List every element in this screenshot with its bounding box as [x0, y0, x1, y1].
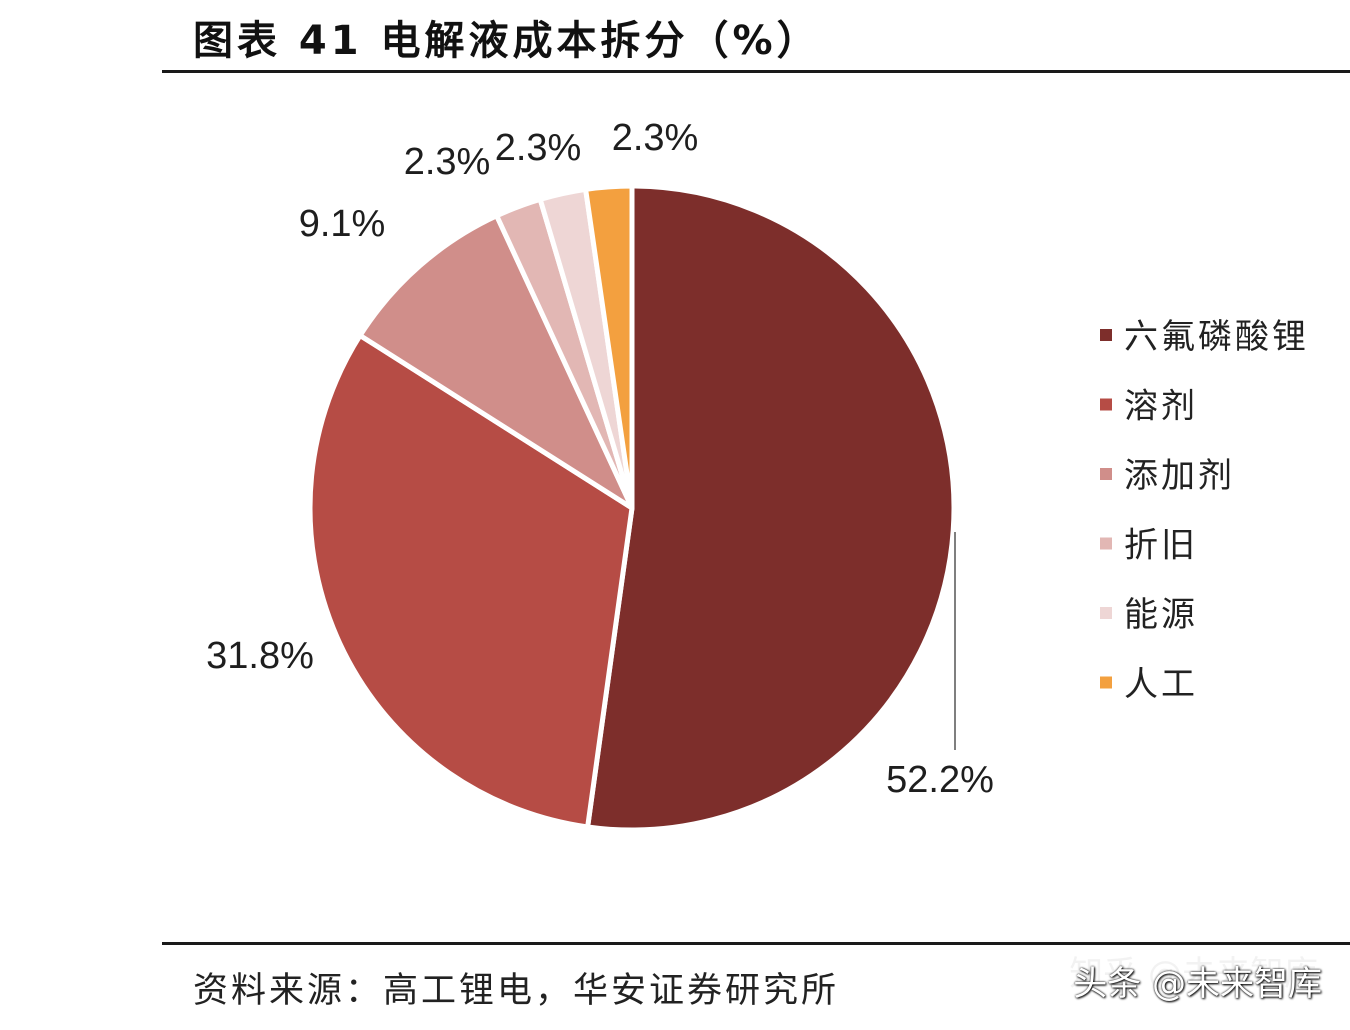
pie-slices: [307, 183, 957, 833]
pie-slice: [357, 213, 635, 511]
figure-title: 图表 41 电解液成本拆分（%）: [193, 18, 821, 64]
title-rule: [162, 70, 1350, 73]
data-labels: 52.2%31.8%9.1%2.3% 2.3% 2.3%: [206, 117, 994, 801]
slice-value-label: 2.3%: [404, 141, 491, 183]
legend-swatch: [1100, 398, 1112, 411]
slice-value-label: 31.8%: [206, 635, 314, 677]
legend-swatch: [1100, 537, 1112, 550]
legend-label: 六氟磷酸锂: [1124, 317, 1309, 357]
legend-label: 能源: [1124, 595, 1198, 635]
legend-swatch: [1100, 468, 1112, 480]
legend-label: 溶剂: [1124, 387, 1198, 427]
legend-swatch: [1100, 676, 1112, 689]
legend-label: 添加剂: [1124, 456, 1235, 496]
watermark-text: 知乎 @未来智库: [1069, 954, 1318, 994]
source-note: 资料来源：高工锂电，华安证券研究所: [193, 971, 840, 1011]
pie-slice: [583, 183, 635, 511]
legend-label: 人工: [1124, 665, 1198, 705]
slice-value-label: 9.1%: [299, 203, 386, 245]
slice-value-label: 52.2%: [886, 759, 994, 801]
source-rule: [162, 942, 1350, 945]
legend-swatch: [1100, 607, 1112, 619]
pie-slice: [585, 183, 957, 833]
watermark-text: 头条 @未来智库: [1073, 964, 1322, 1004]
slice-value-label: 2.3%: [612, 117, 699, 159]
legend-label: 折旧: [1124, 526, 1198, 566]
legend-swatch: [1100, 329, 1112, 341]
slice-value-label: 2.3%: [495, 127, 582, 169]
